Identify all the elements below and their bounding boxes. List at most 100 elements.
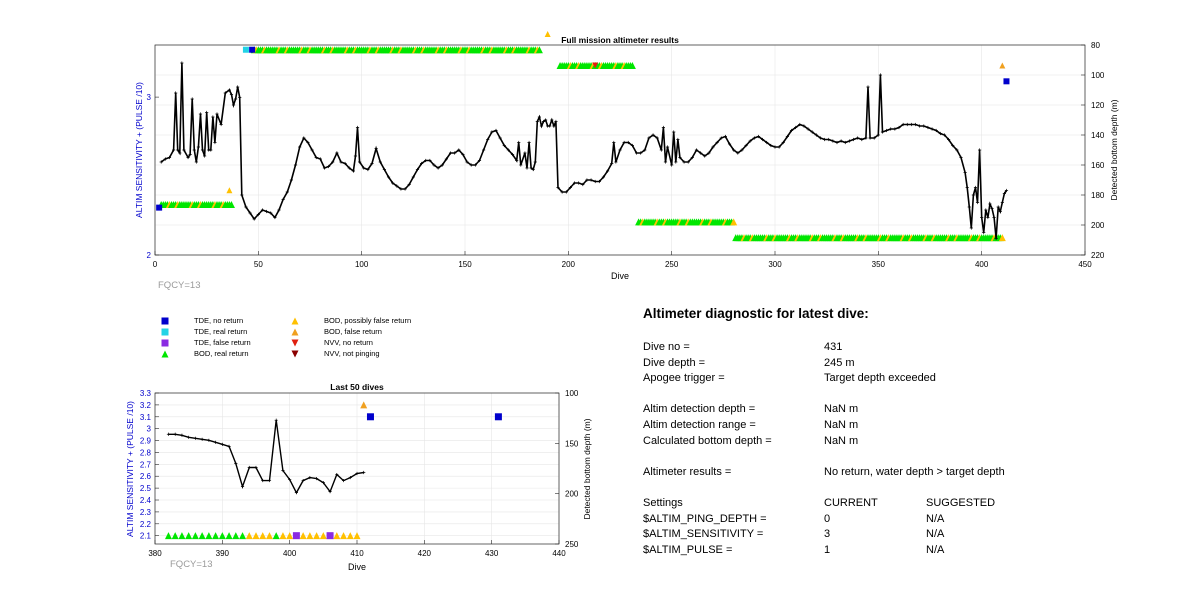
data-point: [1004, 188, 1009, 193]
data-point: [200, 437, 204, 441]
data-point: [331, 160, 335, 164]
data-point: [715, 140, 719, 145]
altimeter-results-value: No return, water depth > target depth: [824, 465, 1005, 478]
data-point: [922, 124, 926, 128]
data-point: [723, 134, 727, 139]
data-point: [186, 155, 190, 160]
data-point: [506, 148, 510, 152]
data-point: [315, 476, 319, 481]
data-point: [198, 112, 203, 116]
tde-no-return-legend-icon: [161, 317, 169, 325]
data-point: [374, 146, 378, 151]
data-point: [965, 185, 969, 190]
data-point: [847, 139, 851, 143]
setting-current: 1: [824, 543, 831, 556]
fqcy-note: FQCY=13: [158, 280, 201, 291]
data-point: [192, 148, 196, 152]
data-point: [955, 148, 959, 152]
suggested-header: SUGGESTED: [926, 496, 996, 509]
data-point: [267, 478, 272, 483]
data-point: [744, 143, 748, 148]
row-marker: [198, 532, 206, 540]
band-marker: [227, 200, 235, 208]
y-left-tick-label: 2.1: [140, 532, 152, 541]
row-marker: [299, 532, 307, 540]
data-point: [281, 468, 285, 473]
data-point: [428, 158, 432, 163]
data-point: [893, 127, 897, 131]
data-point: [515, 158, 519, 163]
y-left-tick-label: 2.6: [140, 472, 152, 481]
row-marker: [191, 532, 199, 540]
data-point: [273, 215, 277, 220]
data-point: [798, 122, 802, 127]
data-point: [823, 137, 827, 142]
data-point: [665, 145, 670, 149]
data-point: [647, 136, 651, 140]
row-marker: [326, 532, 334, 540]
data-point: [294, 491, 298, 495]
data-point: [969, 226, 973, 230]
data-point: [220, 442, 224, 446]
data-point: [626, 140, 630, 145]
row-marker: [178, 532, 186, 540]
nvv-no-return-marker: [592, 62, 599, 69]
data-point: [909, 122, 913, 127]
y-right-tick-label: 100: [565, 389, 579, 398]
data-point: [314, 155, 318, 160]
data-point: [872, 136, 876, 140]
x-tick-label: 100: [355, 260, 369, 269]
data-point: [868, 136, 872, 140]
data-point: [670, 163, 674, 167]
y-right-tick-label: 80: [1091, 41, 1100, 50]
tde-no-return-marker: [366, 413, 374, 421]
data-point: [639, 151, 643, 155]
data-point: [880, 130, 885, 134]
x-tick-label: 380: [148, 549, 162, 558]
x-axis-ticks: 0 50 100 150 200 250 300 350 400 450: [153, 251, 1092, 269]
data-point: [994, 236, 998, 241]
left-axis-label: ALTIM SENSITIVITY + (PULSE /10): [125, 401, 135, 537]
altim-detection-range-value: NaN m: [824, 418, 859, 431]
data-point: [777, 145, 781, 149]
data-point: [990, 206, 994, 211]
depth-line: [168, 420, 364, 495]
setting-current: 0: [824, 512, 831, 525]
data-point: [180, 433, 184, 437]
data-point: [707, 151, 711, 155]
data-point: [913, 122, 918, 127]
altim-detection-depth-row: Altim detection depth = NaN m: [643, 402, 1063, 418]
data-point: [265, 209, 269, 214]
x-tick-label: 440: [552, 549, 566, 558]
data-point: [182, 148, 186, 152]
data-point: [328, 490, 332, 494]
row-marker: [171, 532, 179, 540]
data-point: [236, 85, 240, 89]
data-point: [856, 136, 860, 140]
depth-series: [166, 418, 366, 495]
data-point: [982, 230, 986, 235]
data-point: [761, 137, 765, 142]
current-header: CURRENT: [824, 496, 878, 509]
data-point: [773, 145, 777, 149]
data-point: [554, 119, 558, 124]
data-point: [358, 160, 362, 164]
data-point: [457, 148, 461, 152]
settings-label: Settings: [643, 496, 683, 509]
data-point: [293, 163, 298, 167]
data-point: [341, 478, 346, 483]
data-point: [552, 124, 556, 128]
data-point: [839, 139, 843, 143]
data-point: [229, 92, 234, 97]
data-point: [674, 160, 678, 164]
right-axis-label: Detected bottom depth (m): [1109, 99, 1119, 200]
data-point: [285, 190, 289, 194]
data-point: [539, 124, 544, 128]
data-point: [343, 161, 347, 166]
data-point: [482, 148, 486, 152]
y-right-tick-label: 200: [1091, 221, 1105, 230]
row-marker: [225, 532, 233, 540]
bod-possibly-false-marker: [226, 187, 233, 194]
data-point: [234, 97, 238, 101]
dive-depth-row: Dive depth = 245 m: [643, 356, 1063, 372]
